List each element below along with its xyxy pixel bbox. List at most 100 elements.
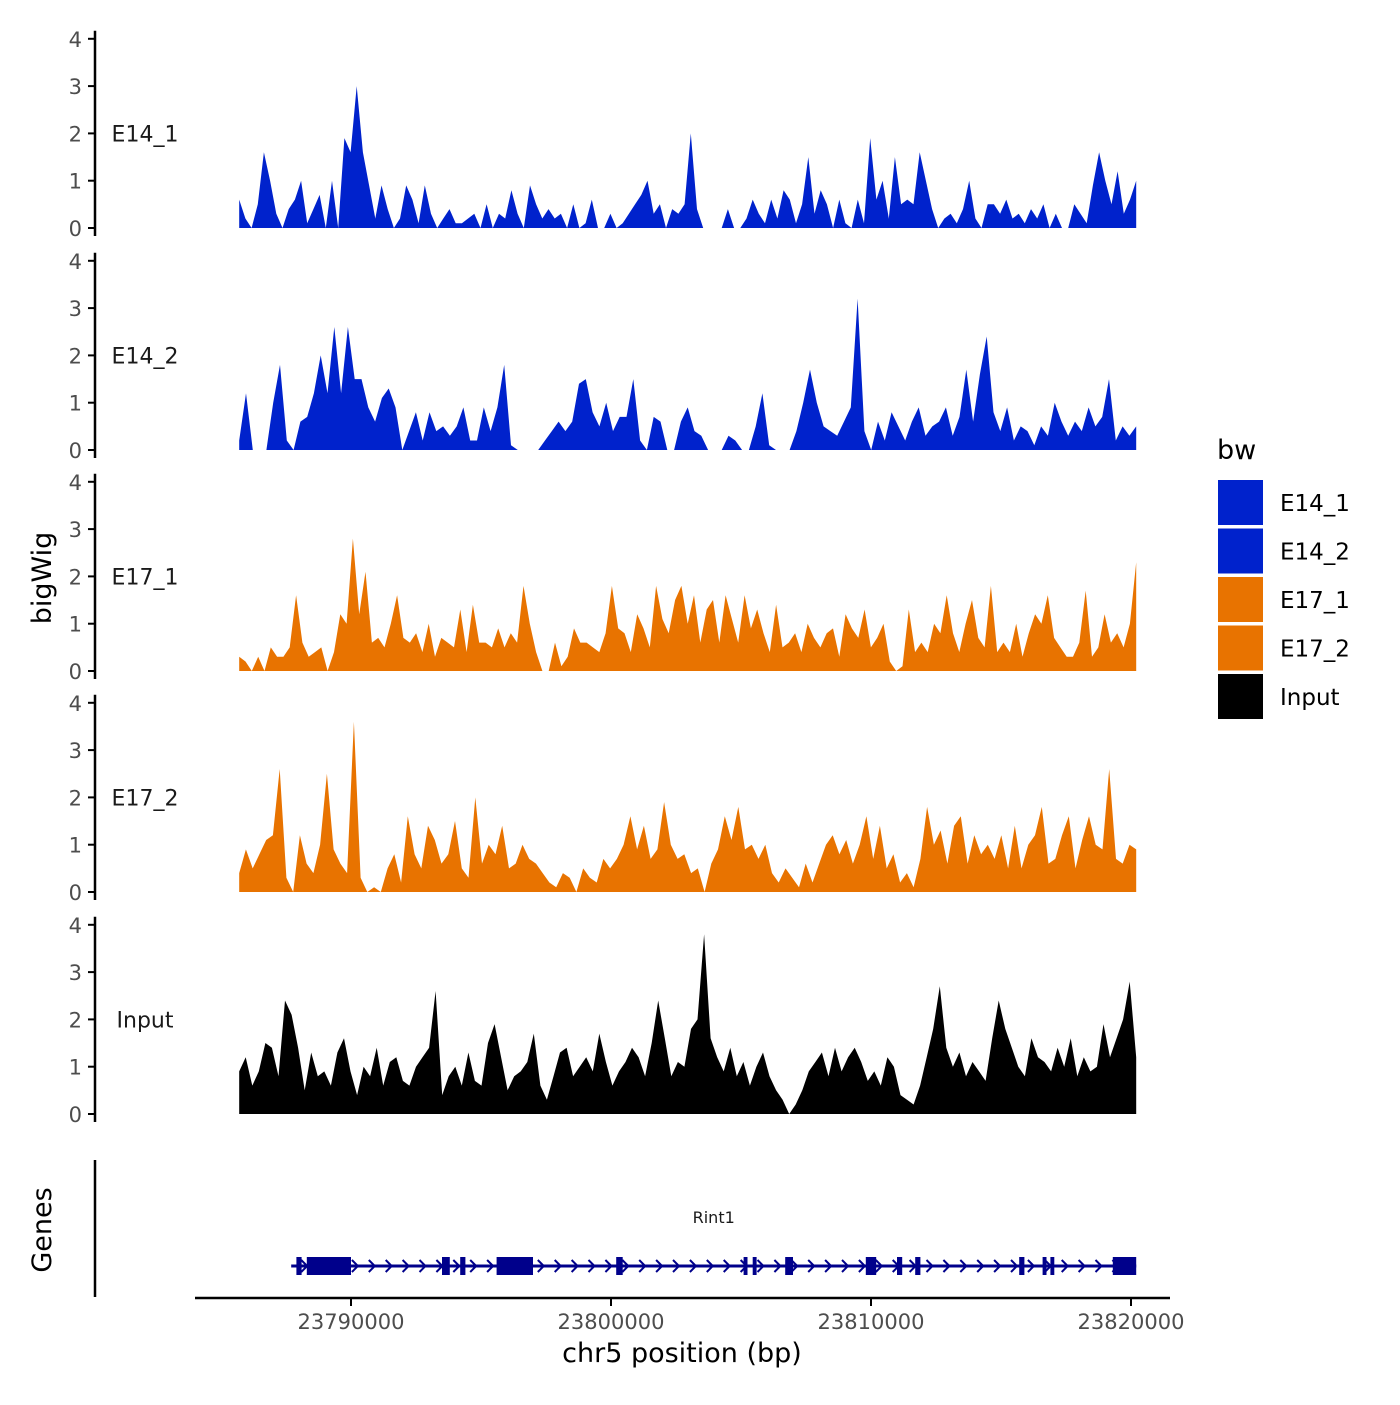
- track-label: Input: [117, 1008, 174, 1033]
- exon: [296, 1257, 302, 1275]
- series-area-e14_2: [239, 298, 1137, 450]
- y-tick-label: 4: [69, 914, 82, 938]
- exon: [1019, 1257, 1025, 1275]
- strand-arrow: [824, 1259, 833, 1273]
- legend-label: E17_1: [1280, 588, 1350, 614]
- x-axis: 23790000 23800000 23810000 23820000: [195, 1296, 1185, 1334]
- strand-arrow: [706, 1259, 715, 1273]
- track-label: E14_1: [112, 122, 179, 147]
- y-tick-label: 1: [69, 834, 82, 858]
- strand-arrow: [1010, 1259, 1019, 1273]
- legend: bw E14_1 E14_2 E17_1 E17_2 Input: [1217, 435, 1350, 719]
- series-area-e17_1: [239, 538, 1137, 671]
- strand-arrow: [942, 1259, 951, 1273]
- y-tick-label: 3: [69, 961, 82, 985]
- strand-arrow: [1027, 1259, 1036, 1273]
- x-tick-label: 23810000: [818, 1310, 925, 1334]
- track-label: E17_2: [112, 786, 179, 811]
- track-label: E17_1: [112, 565, 179, 590]
- exon: [865, 1257, 877, 1275]
- exon: [1112, 1257, 1137, 1275]
- gene-track: Rint1: [93, 1160, 1137, 1297]
- strand-arrow: [858, 1259, 867, 1273]
- exon: [915, 1257, 921, 1275]
- strand-arrow: [553, 1259, 563, 1273]
- y-tick-label: 2: [69, 344, 82, 368]
- strand-arrow: [993, 1259, 1002, 1273]
- strand-arrow: [587, 1259, 596, 1273]
- y-tick-label: 4: [69, 250, 82, 274]
- strand-arrow: [638, 1259, 647, 1273]
- exon: [897, 1257, 903, 1275]
- strand-arrow: [486, 1259, 495, 1273]
- track-label: E14_2: [112, 344, 179, 369]
- y-tick-label: 0: [69, 881, 82, 905]
- y-tick-label: 4: [69, 28, 82, 52]
- y-tick-label: 0: [69, 217, 82, 241]
- strand-arrow: [807, 1259, 816, 1273]
- strand-arrow: [418, 1259, 427, 1273]
- x-tick-label: 23800000: [558, 1310, 665, 1334]
- legend-label: Input: [1280, 685, 1340, 711]
- strand-arrow: [368, 1259, 377, 1273]
- y-tick-label: 0: [69, 660, 82, 684]
- exon: [1050, 1257, 1055, 1275]
- y-tick-label: 1: [69, 1056, 82, 1080]
- y-tick-label: 1: [69, 170, 82, 194]
- exon: [306, 1257, 351, 1275]
- exon: [752, 1257, 757, 1275]
- legend-swatch-e14_2: [1218, 528, 1263, 574]
- exon: [616, 1257, 623, 1275]
- y-axis-title: bigWig: [27, 532, 58, 625]
- legend-label: E17_2: [1280, 637, 1350, 663]
- track-e14_1: 0 1 2 3 4 E14_1: [69, 28, 1137, 241]
- strand-arrow: [452, 1259, 461, 1273]
- x-tick-label: 23790000: [298, 1310, 405, 1334]
- strand-arrow: [841, 1259, 850, 1273]
- strand-arrow: [384, 1259, 394, 1273]
- y-tick-label: 4: [69, 471, 82, 495]
- strand-arrow: [469, 1259, 478, 1273]
- strand-arrow: [976, 1259, 985, 1273]
- strand-arrow: [401, 1259, 411, 1273]
- strand-arrow: [655, 1259, 664, 1273]
- y-tick-label: 3: [69, 518, 82, 542]
- genes-axis-title: Genes: [27, 1187, 58, 1272]
- exon: [496, 1257, 533, 1275]
- y-tick-label: 3: [69, 75, 82, 99]
- strand-arrow: [756, 1259, 765, 1273]
- y-tick-label: 1: [69, 613, 82, 637]
- exon: [442, 1257, 450, 1275]
- y-tick-label: 2: [69, 786, 82, 810]
- track-e17_2: 0 1 2 3 4 E17_2: [69, 692, 1137, 905]
- strand-arrow: [570, 1259, 580, 1273]
- strand-arrow: [959, 1259, 968, 1273]
- y-tick-label: 3: [69, 739, 82, 763]
- strand-arrow: [672, 1259, 681, 1273]
- exon: [743, 1257, 748, 1275]
- legend-swatch-input: [1218, 674, 1263, 719]
- legend-swatch-e17_2: [1218, 625, 1263, 671]
- strand-arrow: [773, 1259, 782, 1273]
- strand-arrow: [621, 1259, 630, 1273]
- strand-arrow: [537, 1259, 546, 1273]
- gene-name-label: Rint1: [693, 1208, 735, 1227]
- x-tick-label: 23820000: [1078, 1310, 1185, 1334]
- y-tick-label: 2: [69, 565, 82, 589]
- legend-title: bw: [1217, 435, 1256, 466]
- y-tick-label: 4: [69, 692, 82, 716]
- y-tick-label: 0: [69, 439, 82, 463]
- series-area-input: [239, 934, 1137, 1114]
- strand-arrow: [1094, 1259, 1103, 1273]
- y-tick-label: 0: [69, 1103, 82, 1127]
- series-area-e17_2: [239, 721, 1137, 892]
- strand-arrow: [790, 1259, 799, 1273]
- y-tick-label: 3: [69, 297, 82, 321]
- strand-arrow: [875, 1259, 884, 1273]
- coverage-tracks: 0 1 2 3 4 E14_1 0 1 2 3 4 E14_2 0 1 2 3 4 E17_1 0 1 2 3 4 E17_2…: [69, 28, 1137, 1127]
- strand-arrow: [925, 1259, 934, 1273]
- track-input: 0 1 2 3 4 Input: [69, 914, 1137, 1127]
- exon: [460, 1257, 466, 1275]
